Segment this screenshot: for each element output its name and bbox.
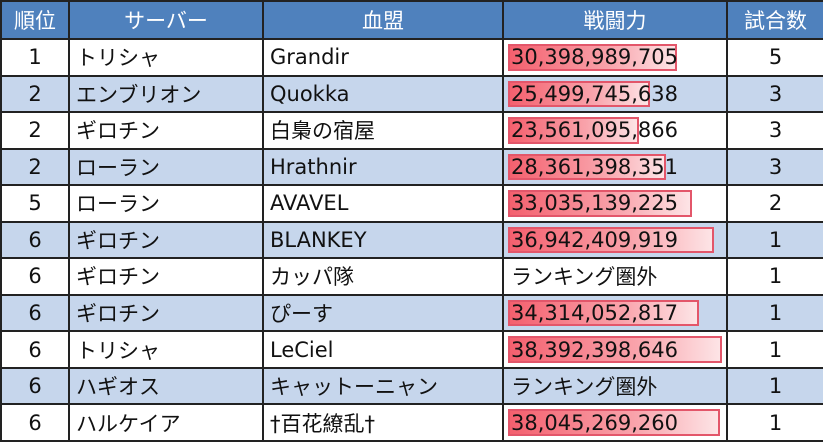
- power-cell: 36,942,409,919: [502, 220, 728, 260]
- power-bar: [508, 80, 650, 108]
- server-cell: ギロチン: [68, 111, 264, 150]
- guild-cell: LeCiel: [262, 330, 504, 369]
- rank-cell: 5: [0, 184, 70, 223]
- table-row: 5 ローラン AVAVEL 33,035,139,225 2: [0, 184, 823, 223]
- header-rank: 順位: [0, 0, 70, 40]
- server-cell: ハルケイア: [68, 403, 264, 442]
- power-cell: 34,314,052,817: [502, 293, 728, 333]
- rank-cell: 6: [0, 330, 70, 369]
- rank-cell: 2: [0, 111, 70, 150]
- power-cell: ランキング圏外: [502, 257, 728, 296]
- power-value: 38,045,269,260: [511, 410, 678, 435]
- header-power: 戦闘力: [502, 0, 728, 40]
- table-row: 1 トリシャ Grandir 30,398,989,705 5: [0, 38, 823, 77]
- guild-cell: Grandir: [262, 38, 504, 77]
- matches-cell: 3: [726, 74, 823, 114]
- power-value: 28,361,398,351: [511, 154, 678, 179]
- table-row: 6 ハルケイア †百花繚乱† 38,045,269,260 1: [0, 403, 823, 442]
- rank-cell: 6: [0, 257, 70, 296]
- rank-cell: 2: [0, 74, 70, 114]
- matches-cell: 1: [726, 257, 823, 296]
- guild-cell: Quokka: [262, 74, 504, 114]
- matches-cell: 1: [726, 330, 823, 369]
- server-cell: ローラン: [68, 147, 264, 187]
- rank-cell: 6: [0, 366, 70, 406]
- power-cell: 30,398,989,705: [502, 38, 728, 77]
- header-guild: 血盟: [262, 0, 504, 40]
- matches-cell: 5: [726, 38, 823, 77]
- guild-cell: 白梟の宿屋: [262, 111, 504, 150]
- matches-cell: 1: [726, 403, 823, 442]
- matches-cell: 3: [726, 147, 823, 187]
- power-cell: 38,392,398,646: [502, 330, 728, 369]
- matches-cell: 1: [726, 293, 823, 333]
- header-matches: 試合数: [726, 0, 823, 40]
- header-server: サーバー: [68, 0, 264, 40]
- table-row: 2 ギロチン 白梟の宿屋 23,561,095,866 3: [0, 111, 823, 150]
- power-value: 23,561,095,866: [511, 118, 678, 143]
- table-row: 2 ローラン Hrathnir 28,361,398,351 3: [0, 147, 823, 187]
- table-row: 6 ギロチン ぴーす 34,314,052,817 1: [0, 293, 823, 333]
- power-cell: 38,045,269,260: [502, 403, 728, 442]
- rank-cell: 6: [0, 293, 70, 333]
- power-value: 30,398,989,705: [511, 45, 678, 70]
- server-cell: トリシャ: [68, 330, 264, 369]
- power-value: ランキング圏外: [511, 375, 658, 400]
- guild-cell: ぴーす: [262, 293, 504, 333]
- matches-cell: 1: [726, 366, 823, 406]
- server-cell: ギロチン: [68, 220, 264, 260]
- power-cell: 25,499,745,638: [502, 74, 728, 114]
- guild-cell: AVAVEL: [262, 184, 504, 223]
- server-cell: トリシャ: [68, 38, 264, 77]
- power-bar: [508, 153, 666, 181]
- server-cell: ハギオス: [68, 366, 264, 406]
- power-bar: [508, 44, 677, 71]
- power-cell: 23,561,095,866: [502, 111, 728, 150]
- guild-cell: †百花繚乱†: [262, 403, 504, 442]
- table-row: 2 エンブリオン Quokka 25,499,745,638 3: [0, 74, 823, 114]
- guild-cell: BLANKEY: [262, 220, 504, 260]
- header-row: 順位 サーバー 血盟 戦闘力 試合数: [0, 0, 823, 40]
- table-row: 6 ハギオス キャットーニャン ランキング圏外 1: [0, 366, 823, 406]
- power-cell: 28,361,398,351: [502, 147, 728, 187]
- power-value: 25,499,745,638: [511, 81, 678, 106]
- server-cell: ギロチン: [68, 293, 264, 333]
- power-cell: 33,035,139,225: [502, 184, 728, 223]
- guild-cell: キャットーニャン: [262, 366, 504, 406]
- power-bar: [508, 226, 714, 254]
- server-cell: ギロチン: [68, 257, 264, 296]
- rank-cell: 6: [0, 220, 70, 260]
- server-cell: ローラン: [68, 184, 264, 223]
- rank-cell: 2: [0, 147, 70, 187]
- power-bar: [508, 336, 722, 363]
- power-value: ランキング圏外: [511, 265, 658, 290]
- table-row: 6 ギロチン BLANKEY 36,942,409,919 1: [0, 220, 823, 260]
- power-value: 34,314,052,817: [511, 300, 678, 325]
- rank-cell: 1: [0, 38, 70, 77]
- power-cell: ランキング圏外: [502, 366, 728, 406]
- guild-cell: カッパ隊: [262, 257, 504, 296]
- power-bar: [508, 190, 692, 217]
- matches-cell: 3: [726, 111, 823, 150]
- table-row: 6 トリシャ LeCiel 38,392,398,646 1: [0, 330, 823, 369]
- rank-cell: 6: [0, 403, 70, 442]
- table-body: 1 トリシャ Grandir 30,398,989,705 5 2 エンブリオン Quokka…: [0, 38, 823, 442]
- matches-cell: 2: [726, 184, 823, 223]
- guild-cell: Hrathnir: [262, 147, 504, 187]
- power-value: 36,942,409,919: [511, 227, 678, 252]
- power-value: 33,035,139,225: [511, 191, 678, 216]
- power-bar: [508, 117, 639, 144]
- server-cell: エンブリオン: [68, 74, 264, 114]
- matches-cell: 1: [726, 220, 823, 260]
- power-bar: [508, 299, 699, 327]
- power-bar: [508, 409, 720, 436]
- power-value: 38,392,398,646: [511, 337, 678, 362]
- table-row: 6 ギロチン カッパ隊 ランキング圏外 1: [0, 257, 823, 296]
